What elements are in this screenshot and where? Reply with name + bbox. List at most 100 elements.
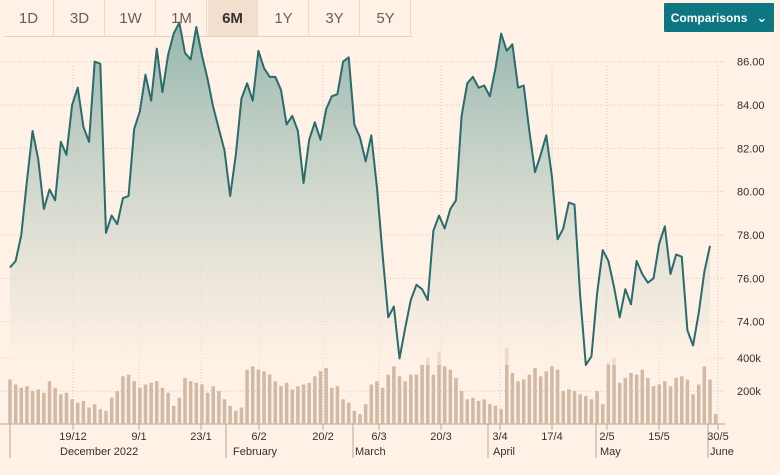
range-tab-3d[interactable]: 3D <box>55 0 105 36</box>
volume-bar <box>92 404 97 424</box>
volume-bar <box>228 405 232 424</box>
x-tick-label: 30/5 <box>707 431 728 443</box>
volume-bar <box>200 384 204 424</box>
volume-tick-label: 200k <box>737 386 761 398</box>
volume-bar <box>75 402 80 424</box>
volume-bar <box>273 381 278 424</box>
volume-bar <box>109 397 114 424</box>
x-tick-label: 20/3 <box>430 431 451 443</box>
price-tick-label: 76.00 <box>737 273 765 285</box>
chevron-down-icon: ⌄ <box>756 9 768 25</box>
volume-bar <box>8 379 12 424</box>
volume-bar <box>313 376 317 424</box>
volume-bar <box>64 392 69 424</box>
volume-bar <box>617 382 622 424</box>
range-tab-1m[interactable]: 1M <box>157 0 207 36</box>
volume-bar <box>121 376 125 424</box>
volume-bar <box>471 397 475 424</box>
volume-bar <box>685 379 690 424</box>
month-label: December 2022 <box>60 446 138 458</box>
volume-bar <box>674 377 678 424</box>
volume-bar <box>488 404 492 424</box>
volume-bar <box>663 381 667 424</box>
volume-bar <box>499 409 503 424</box>
volume-bar <box>205 392 210 424</box>
volume-bar <box>301 384 306 424</box>
volume-bar <box>510 372 515 424</box>
volume-bar <box>425 358 430 424</box>
volume-bar <box>516 381 520 424</box>
range-tab-1w[interactable]: 1W <box>106 0 156 36</box>
range-tab-6m[interactable]: 6M <box>208 0 258 36</box>
volume-bar <box>171 405 176 424</box>
x-tick-label: 6/3 <box>371 431 386 443</box>
range-tab-1y[interactable]: 1Y <box>259 0 309 36</box>
price-area <box>10 22 710 365</box>
volume-bar <box>369 384 374 424</box>
volume-bar <box>324 368 328 424</box>
volume-bar <box>629 372 633 424</box>
volume-bar <box>623 377 628 424</box>
volume-bar <box>143 384 148 424</box>
volume-bar <box>341 399 345 424</box>
volume-bar <box>380 387 385 424</box>
price-line <box>9 21 711 366</box>
volume-bar <box>409 374 413 424</box>
volume-bar <box>25 386 29 424</box>
volume-bar <box>36 389 40 424</box>
volume-bar <box>363 404 368 424</box>
volume-bar <box>358 414 362 424</box>
volume-bar <box>284 382 289 424</box>
volume-tick-label: 400k <box>737 353 761 365</box>
range-tab-5y[interactable]: 5Y <box>361 0 411 36</box>
volume-bar <box>183 377 187 424</box>
volume-bar <box>217 391 221 424</box>
volume-bar <box>448 369 453 424</box>
volume-bar <box>493 405 498 424</box>
volume-bar <box>657 384 661 424</box>
volume-bar <box>691 394 695 424</box>
volume-bar <box>98 409 103 424</box>
volume-bar <box>155 381 159 424</box>
volume-bar <box>132 381 136 424</box>
x-tick-label: 23/1 <box>190 431 211 443</box>
comparisons-button[interactable]: Comparisons ⌄ <box>664 3 774 32</box>
month-label: May <box>600 446 621 458</box>
volume-bar <box>42 392 46 424</box>
volume-bar <box>245 369 249 424</box>
volume-bar <box>177 397 182 424</box>
volume-bar <box>696 384 701 424</box>
volume-bar <box>465 399 470 424</box>
volume-bar <box>188 381 193 424</box>
range-tab-3y[interactable]: 3Y <box>310 0 360 36</box>
volume-bar <box>533 368 537 424</box>
x-tick-label: 2/5 <box>599 431 614 443</box>
volume-bar <box>713 414 718 424</box>
volume-bar <box>296 386 300 424</box>
volume-bar <box>538 376 543 424</box>
volume-bar <box>194 382 199 424</box>
volume-bar <box>211 386 215 424</box>
volume-bar <box>149 382 153 424</box>
volume-bar <box>47 381 52 424</box>
volume-bar <box>680 376 684 424</box>
volume-bar <box>126 374 131 424</box>
volume-bar <box>442 366 447 424</box>
volume-bar <box>708 379 712 424</box>
volume-bar <box>256 369 261 424</box>
range-tab-1d[interactable]: 1D <box>4 0 54 36</box>
volume-bar <box>19 387 24 424</box>
comparisons-label: Comparisons <box>670 10 748 25</box>
volume-bar <box>262 371 266 424</box>
volume-bar <box>595 391 599 424</box>
volume-bar <box>13 384 18 424</box>
volume-bar <box>53 387 57 424</box>
volume-bar <box>375 381 379 424</box>
volume-bar <box>267 374 272 424</box>
volume-bar <box>572 391 577 424</box>
volume-bar <box>138 387 142 424</box>
volume-bar <box>392 366 396 424</box>
volume-bar <box>584 396 588 424</box>
volume-bar <box>403 381 407 424</box>
